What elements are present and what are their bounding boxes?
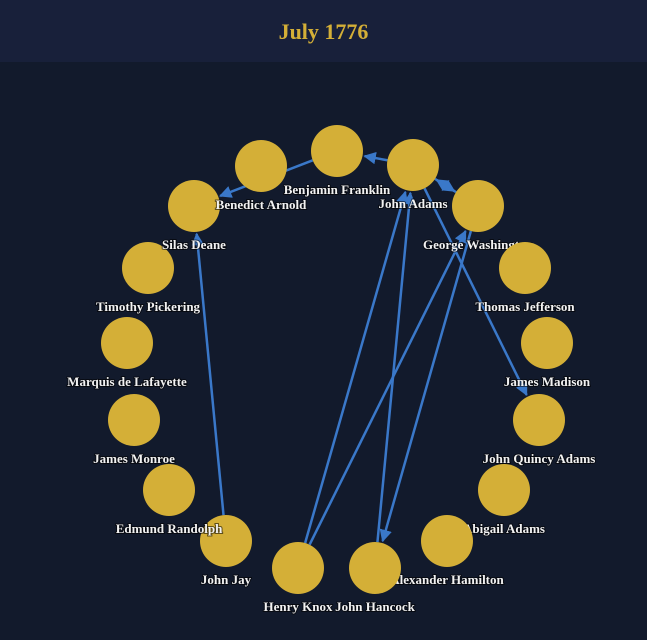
node-circle (108, 394, 160, 446)
node-circle (101, 317, 153, 369)
node-label: Silas Deane (162, 237, 226, 252)
node: Edmund Randolph (115, 464, 224, 537)
title: July 1776 (278, 19, 369, 44)
node: Henry Knox (263, 542, 334, 615)
node-label: John Hancock (335, 599, 416, 614)
node-label: John Quincy Adams (483, 451, 596, 466)
node-label: Abigail Adams (463, 521, 545, 536)
node-label: Edmund Randolph (116, 521, 223, 536)
node: Benjamin Franklin (283, 125, 392, 198)
edge (434, 177, 456, 193)
node-circle (499, 242, 551, 294)
node-circle (513, 394, 565, 446)
edge (363, 151, 388, 165)
node-label: James Monroe (93, 451, 175, 466)
node-circle (272, 542, 324, 594)
node-circle (387, 139, 439, 191)
header: July 1776 (0, 0, 647, 62)
node-circle (143, 464, 195, 516)
node: Thomas Jefferson (474, 242, 576, 315)
node: James Madison (503, 317, 592, 390)
node: Timothy Pickering (95, 242, 202, 315)
node-circle (478, 464, 530, 516)
node-circle (168, 180, 220, 232)
node: Abigail Adams (462, 464, 546, 537)
node: Silas Deane (161, 180, 227, 253)
edge (308, 229, 467, 546)
node: George Washington (422, 180, 535, 253)
edge (303, 190, 409, 544)
node-label: Benedict Arnold (216, 197, 307, 212)
edge (191, 232, 225, 516)
node-circle (349, 542, 401, 594)
node-circle (452, 180, 504, 232)
node-circle (122, 242, 174, 294)
node: John Hancock (334, 542, 417, 615)
node: John Quincy Adams (482, 394, 596, 467)
node-label: Alexander Hamilton (390, 572, 504, 587)
node: John Adams (378, 139, 449, 212)
node: James Monroe (92, 394, 176, 467)
node: Alexander Hamilton (389, 515, 506, 588)
node: John Jay (200, 515, 253, 588)
node: Marquis de Lafayette (66, 317, 188, 390)
node: Benedict Arnold (215, 140, 308, 213)
node-circle (200, 515, 252, 567)
node-label: James Madison (504, 374, 591, 389)
node-circle (421, 515, 473, 567)
node-label: Marquis de Lafayette (67, 374, 187, 389)
node-label: Henry Knox (264, 599, 333, 614)
node-label: Benjamin Franklin (284, 182, 391, 197)
node-label: George Washington (423, 237, 534, 252)
node-circle (235, 140, 287, 192)
node-circle (311, 125, 363, 177)
node-label: Timothy Pickering (96, 299, 201, 314)
node-label: John Jay (201, 572, 252, 587)
node-label: John Adams (379, 196, 448, 211)
edge (379, 230, 473, 543)
edge (376, 191, 416, 543)
edge (423, 187, 528, 397)
node-label: Thomas Jefferson (475, 299, 575, 314)
node-circle (521, 317, 573, 369)
